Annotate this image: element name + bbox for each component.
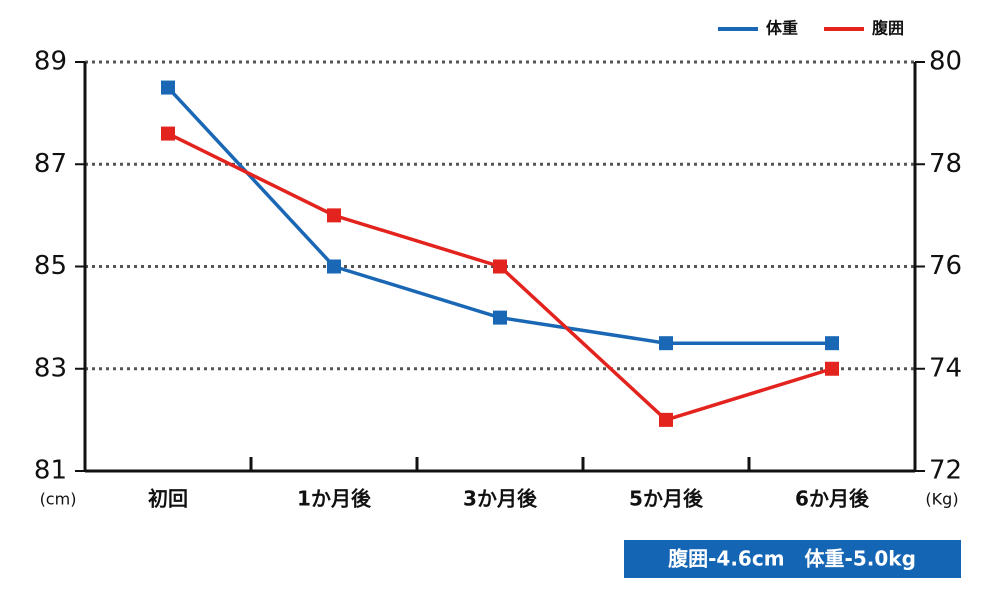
- x-tick-label: 5か月後: [629, 487, 704, 511]
- marker: [659, 412, 673, 427]
- y-tick-label: 81: [34, 456, 67, 486]
- y-tick-label: 83: [34, 353, 67, 383]
- y-axis-label: (cm): [40, 490, 77, 509]
- marker: [493, 310, 507, 325]
- y2-axis-label: (Kg): [925, 490, 958, 509]
- x-tick-label: 初回: [148, 487, 188, 511]
- marker: [493, 259, 507, 274]
- marker: [825, 336, 839, 351]
- y2-tick-label: 74: [929, 353, 962, 383]
- y-tick-label: 85: [34, 251, 67, 281]
- series-line: [166, 86, 832, 345]
- y2-tick-label: 80: [929, 47, 962, 77]
- y-tick-label: 89: [34, 47, 67, 77]
- legend-label: 腹囲: [872, 19, 904, 38]
- legend-label: 体重: [766, 19, 798, 38]
- y2-tick-label: 78: [929, 149, 962, 179]
- y-tick-label: 87: [34, 149, 67, 179]
- marker: [327, 208, 341, 223]
- marker: [161, 126, 175, 141]
- x-tick-label: 1か月後: [297, 487, 372, 511]
- y2-tick-label: 76: [929, 251, 962, 281]
- marker: [327, 259, 341, 274]
- annotation: 腹囲-4.6cm 体重-5.0kg: [668, 547, 916, 571]
- annotation-box: [624, 540, 961, 578]
- marker: [825, 361, 839, 376]
- x-tick-label: 3か月後: [463, 487, 538, 511]
- x-tick-label: 6か月後: [795, 487, 870, 511]
- series-line: [167, 132, 833, 422]
- y2-tick-label: 72: [929, 456, 962, 486]
- marker: [659, 336, 673, 351]
- marker: [161, 80, 175, 95]
